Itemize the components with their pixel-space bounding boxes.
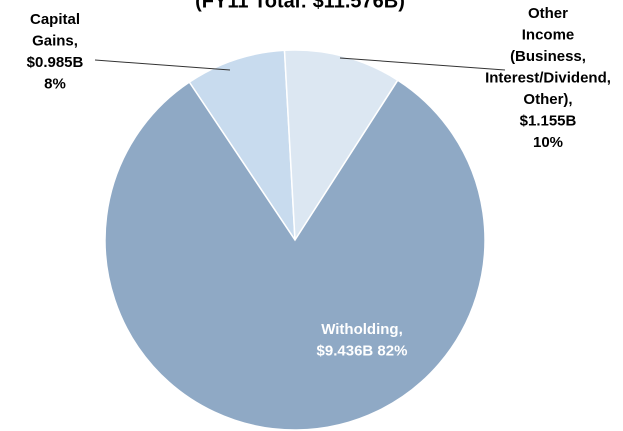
- pie-slice: [104, 79, 486, 431]
- pie-slice: [188, 49, 296, 243]
- data-label: Witholding, $9.436B 82%: [317, 321, 408, 360]
- chart-title: (FY11 Total: $11.576B): [195, 0, 405, 12]
- data-label: Other Income (Business, Interest/Dividend, O…: [485, 5, 611, 151]
- leader-line: [339, 57, 506, 71]
- data-label: Capital Gains, $0.985B 8%: [27, 11, 84, 93]
- leader-line: [94, 59, 231, 71]
- pie-slice: [283, 49, 399, 243]
